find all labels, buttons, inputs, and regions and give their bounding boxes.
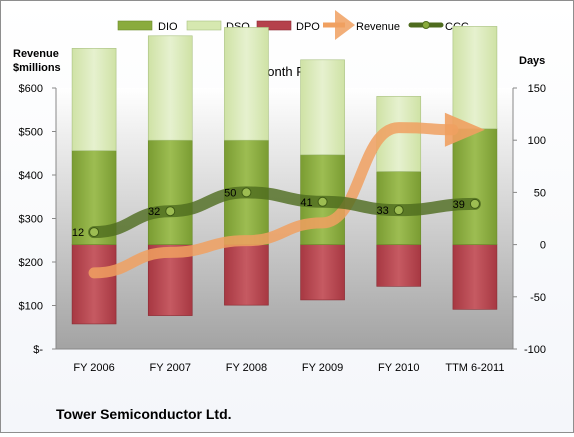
category-label: FY 2006 bbox=[73, 362, 114, 374]
ccc-marker bbox=[393, 205, 404, 216]
legend: DIO DSO DPO Revenue CCC bbox=[117, 10, 469, 40]
bar-dso bbox=[300, 59, 345, 156]
ccc-layer: 12 32 50 41 33 39 bbox=[72, 186, 481, 239]
right-axis-label: Days bbox=[519, 55, 545, 67]
left-tick-label: $100 bbox=[19, 301, 43, 313]
left-tick-label: $600 bbox=[19, 83, 43, 95]
category-label: TTM 6-2011 bbox=[445, 362, 504, 374]
bar-dso bbox=[71, 48, 117, 151]
bar-dso bbox=[224, 27, 269, 141]
right-tick-label: 100 bbox=[528, 135, 546, 147]
right-tick-label: 50 bbox=[534, 187, 546, 199]
bar-dpo bbox=[376, 244, 422, 287]
category-label: FY 2008 bbox=[226, 362, 267, 374]
revenue-line bbox=[88, 122, 459, 279]
ccc-data-label: 41 bbox=[300, 197, 312, 209]
right-tick-label: 150 bbox=[528, 83, 546, 95]
right-tick-label: 0 bbox=[540, 240, 546, 252]
ccc-marker bbox=[241, 187, 252, 198]
left-axis-label-line2: $millions bbox=[13, 62, 61, 74]
bar-dpo bbox=[71, 244, 117, 325]
legend-dpo-label: DPO bbox=[296, 21, 320, 33]
revenue-arrowhead bbox=[444, 112, 485, 147]
legend-dio-swatch bbox=[117, 20, 153, 31]
right-tick-label: -100 bbox=[524, 344, 546, 356]
bar-dpo bbox=[300, 244, 345, 301]
ccc-marker bbox=[165, 206, 176, 217]
legend-dio-label: DIO bbox=[158, 21, 178, 33]
left-tick-label: $300 bbox=[19, 214, 43, 226]
left-axis-label-line1: Revenue bbox=[13, 48, 59, 60]
ccc-data-label: 39 bbox=[453, 199, 465, 211]
legend-dpo-swatch bbox=[256, 20, 292, 31]
legend-revenue-label: Revenue bbox=[356, 21, 400, 33]
left-tick-label: $500 bbox=[19, 127, 43, 139]
bar-dso bbox=[452, 26, 498, 130]
ccc-data-label: 12 bbox=[72, 227, 84, 239]
legend-ccc-marker bbox=[422, 21, 430, 29]
left-tick-label: $400 bbox=[19, 170, 43, 182]
ccc-line bbox=[88, 186, 481, 239]
category-label: FY 2009 bbox=[302, 362, 343, 374]
bar-dio bbox=[147, 139, 193, 245]
legend-dso-swatch bbox=[186, 20, 222, 31]
left-tick-label: $200 bbox=[19, 257, 43, 269]
left-tick-label: $- bbox=[33, 344, 43, 356]
ccc-data-label: 50 bbox=[224, 187, 236, 199]
bar-dpo bbox=[452, 244, 498, 310]
ccc-marker bbox=[469, 198, 480, 209]
ccc-data-label: 32 bbox=[148, 206, 160, 218]
ticks-layer: $- $100 $200 $300 $400 $500 $600 -100 -50 0 50 100 1… bbox=[19, 83, 546, 374]
right-tick-label: -50 bbox=[530, 292, 546, 304]
revenue-layer bbox=[88, 112, 485, 279]
category-label: FY 2010 bbox=[378, 362, 419, 374]
category-label: FY 2007 bbox=[150, 362, 191, 374]
ccc-marker bbox=[89, 227, 100, 238]
bar-dpo bbox=[224, 244, 269, 306]
bar-dio bbox=[452, 128, 498, 245]
bar-dso bbox=[147, 35, 193, 141]
ccc-marker bbox=[317, 196, 328, 207]
ccc-data-label: 33 bbox=[377, 205, 389, 217]
company-name: Tower Semiconductor Ltd. bbox=[56, 406, 232, 422]
